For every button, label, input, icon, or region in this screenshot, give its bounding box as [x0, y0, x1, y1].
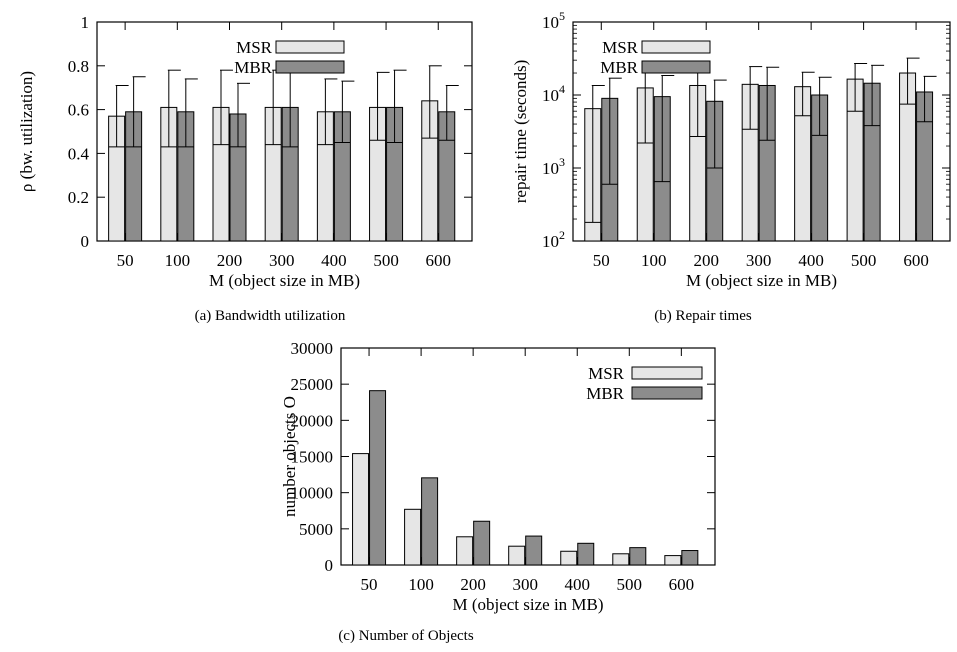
- legend-swatch-mbr: [275, 60, 345, 74]
- legend-label-mbr: MBR: [234, 58, 272, 77]
- x-tick-label: 100: [641, 251, 667, 270]
- x-tick-label: 500: [851, 251, 877, 270]
- y-tick-exponent: 3: [559, 155, 565, 169]
- y-tick-base: 10: [542, 159, 559, 178]
- x-tick-label: 400: [321, 251, 347, 270]
- plot-frame: [340, 347, 716, 566]
- y-tick-label: 0.8: [68, 57, 89, 76]
- x-tick-label: 200: [217, 251, 243, 270]
- y-axis-label: number objects O: [280, 396, 299, 517]
- bar-mbr: [369, 390, 387, 566]
- y-tick-label: 20000: [291, 411, 334, 430]
- x-tick-label: 200: [693, 251, 719, 270]
- x-axis-label: M (object size in MB): [686, 271, 837, 290]
- x-tick-label: 500: [617, 575, 643, 594]
- y-tick-label: 0: [325, 556, 334, 575]
- y-tick-label: 104: [542, 82, 565, 105]
- y-tick-label: 0.6: [68, 101, 89, 120]
- y-tick-base: 10: [542, 13, 559, 32]
- bar-mbr: [525, 535, 543, 566]
- bar-mbr: [473, 520, 491, 566]
- legend-swatch-mbr: [631, 386, 703, 400]
- y-tick-label: 102: [542, 228, 565, 251]
- y-tick-base: 10: [542, 86, 559, 105]
- legend-label-msr: MSR: [236, 38, 273, 57]
- x-axis-label: M (object size in MB): [209, 271, 360, 290]
- x-tick-label: 400: [564, 575, 590, 594]
- x-tick-label: 50: [117, 251, 134, 270]
- bar-mbr: [577, 542, 595, 566]
- y-tick-label: 1: [81, 13, 90, 32]
- legend-label-msr: MSR: [602, 38, 639, 57]
- bar-msr: [404, 508, 422, 566]
- bar-msr: [508, 545, 526, 566]
- y-tick-label: 105: [542, 9, 565, 32]
- y-tick-label: 10000: [291, 484, 334, 503]
- x-axis-label: M (object size in MB): [452, 595, 603, 614]
- x-tick-label: 50: [593, 251, 610, 270]
- y-tick-label: 103: [542, 155, 565, 178]
- x-tick-label: 600: [669, 575, 695, 594]
- x-tick-label: 500: [373, 251, 399, 270]
- x-tick-label: 300: [746, 251, 772, 270]
- chart-c: 0 5000 10000 15000 20000 25000 30000 50 100 200 30…: [280, 339, 716, 644]
- y-tick-exponent: 2: [559, 228, 565, 242]
- bar-mbr: [421, 477, 439, 566]
- y-tick-label: 5000: [299, 520, 333, 539]
- x-tick-label: 600: [426, 251, 452, 270]
- bar-msr: [456, 536, 474, 566]
- y-tick-label: 25000: [291, 375, 334, 394]
- figure-caption: (c) Number of Objects: [338, 628, 474, 644]
- legend-swatch-msr: [275, 40, 345, 54]
- y-tick-base: 10: [542, 232, 559, 251]
- x-tick-label: 100: [165, 251, 191, 270]
- figure-caption: (b) Repair times: [654, 308, 752, 324]
- chart-a: 0 0.2 0.4 0.6 0.8 1 50 100 200 300 400 500 600 MSRMBR…: [17, 13, 473, 324]
- y-tick-label: 15000: [291, 448, 334, 467]
- x-tick-label: 300: [269, 251, 295, 270]
- x-tick-label: 300: [512, 575, 538, 594]
- y-tick-exponent: 4: [559, 82, 565, 96]
- x-tick-label: 200: [460, 575, 486, 594]
- legend-swatch-mbr: [641, 60, 711, 74]
- y-tick-exponent: 5: [559, 9, 565, 23]
- y-axis-label: repair time (seconds): [511, 60, 530, 204]
- bar-msr: [612, 553, 630, 566]
- x-tick-label: 100: [408, 575, 434, 594]
- legend-label-msr: MSR: [588, 364, 625, 383]
- y-tick-label: 0.4: [68, 144, 90, 163]
- legend-swatch-msr: [641, 40, 711, 54]
- legend-swatch-msr: [631, 366, 703, 380]
- legend-label-mbr: MBR: [586, 384, 624, 403]
- bar-mbr: [681, 550, 699, 566]
- y-axis-label: ρ (bw. utilization): [17, 71, 36, 192]
- x-tick-label: 400: [798, 251, 824, 270]
- bar-msr: [664, 555, 682, 566]
- x-tick-label: 600: [903, 251, 929, 270]
- figure-caption: (a) Bandwidth utilization: [195, 308, 346, 324]
- y-tick-label: 0: [81, 232, 90, 251]
- bar-msr: [560, 550, 578, 566]
- bar-msr: [352, 453, 370, 566]
- legend-label-mbr: MBR: [600, 58, 638, 77]
- y-tick-label: 0.2: [68, 188, 89, 207]
- x-tick-label: 50: [361, 575, 378, 594]
- bar-mbr: [629, 547, 647, 566]
- y-tick-label: 30000: [291, 339, 334, 358]
